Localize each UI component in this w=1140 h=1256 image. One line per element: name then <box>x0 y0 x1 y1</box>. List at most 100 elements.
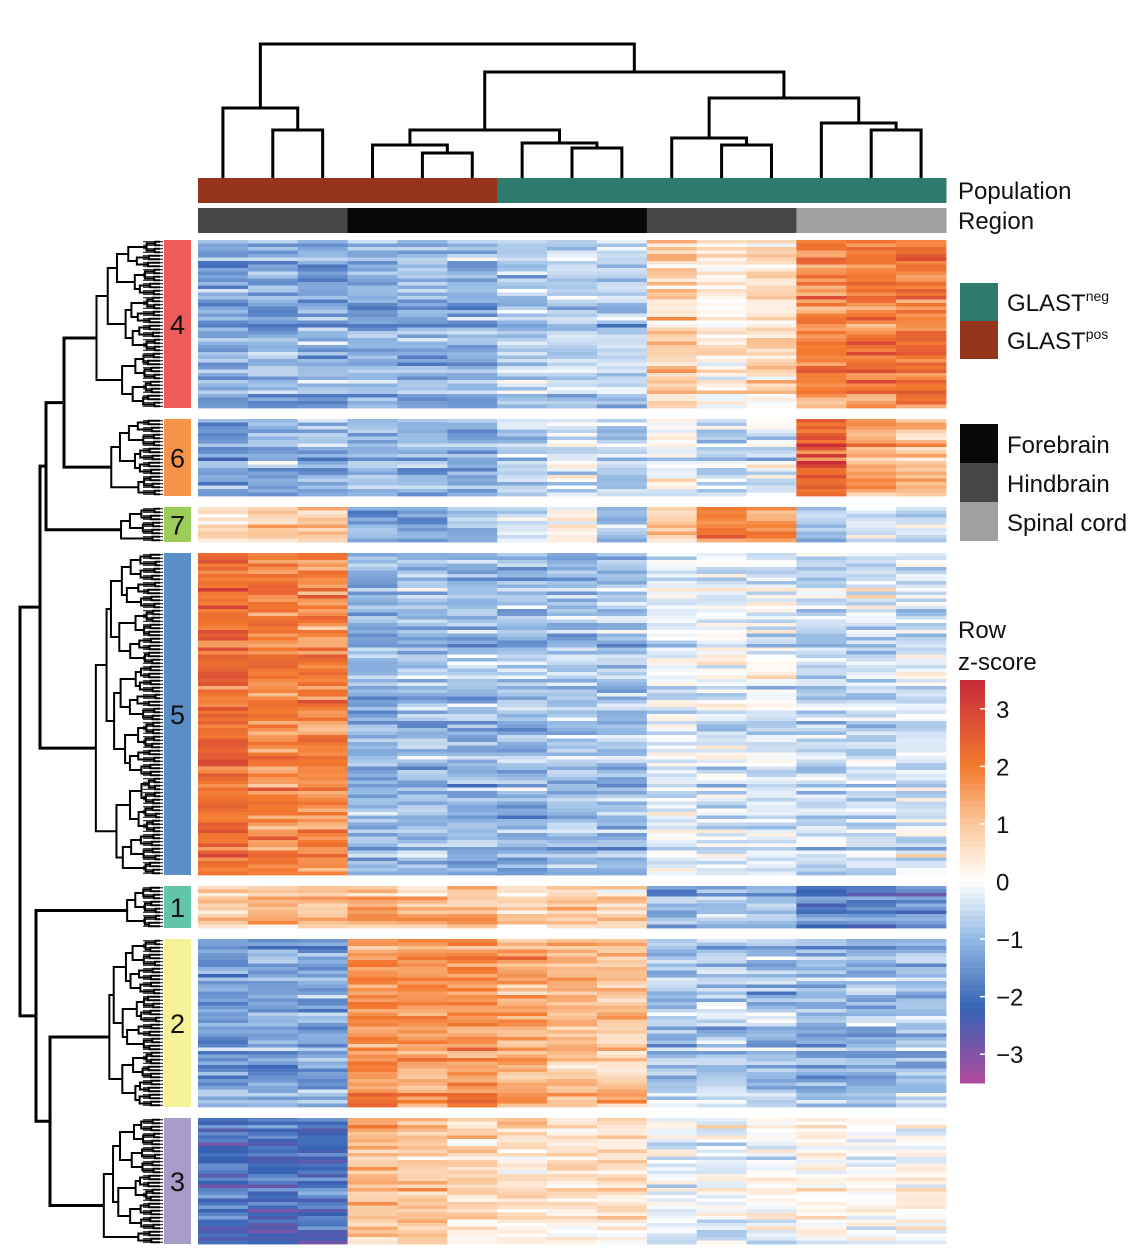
heatmap-cell <box>596 1075 648 1080</box>
heatmap-cell <box>397 896 448 901</box>
heatmap-cell <box>896 1153 947 1157</box>
heatmap-cell <box>347 1216 398 1220</box>
heatmap-cell <box>796 376 847 381</box>
heatmap-cell <box>297 724 348 729</box>
heatmap-cell <box>198 700 249 704</box>
heatmap-cell <box>547 306 598 311</box>
heatmap-cell <box>347 826 398 830</box>
heatmap-cell <box>347 1058 398 1062</box>
heatmap-cell <box>247 956 299 961</box>
heatmap-cell <box>447 963 498 968</box>
heatmap-cell <box>646 658 698 662</box>
heatmap-cell <box>297 759 348 764</box>
heatmap-cell <box>796 296 847 300</box>
heatmap-cell <box>447 967 498 971</box>
heatmap-cell <box>198 921 249 925</box>
heatmap-cell <box>746 1019 797 1024</box>
heatmap-cell <box>846 752 897 757</box>
heatmap-cell <box>896 588 947 592</box>
heatmap-cell <box>198 517 249 522</box>
heatmap-cell <box>547 1016 598 1020</box>
heatmap-cell <box>696 763 747 767</box>
heatmap-cell <box>297 429 348 434</box>
colorbar-step <box>960 846 985 854</box>
heatmap-cell <box>247 682 299 687</box>
heatmap-cell <box>397 1019 448 1024</box>
heatmap-cell <box>297 742 348 746</box>
heatmap-cell <box>746 348 797 353</box>
heatmap-cell <box>796 609 847 613</box>
heatmap-cell <box>547 254 598 258</box>
heatmap-cell <box>347 1139 398 1143</box>
heatmap-cell <box>646 953 698 957</box>
heatmap-cell <box>696 798 747 802</box>
heatmap-cell <box>347 953 398 957</box>
heatmap-cell <box>247 475 299 479</box>
heatmap-cell <box>596 254 648 258</box>
heatmap-cell <box>746 777 797 781</box>
heatmap-cell <box>397 689 448 694</box>
heatmap-cell <box>247 602 299 606</box>
heatmap-cell <box>497 700 548 704</box>
heatmap-cell <box>696 784 747 788</box>
heatmap-cell <box>497 563 548 568</box>
row-dendrogram-link <box>149 1195 160 1202</box>
heatmap-cell <box>646 538 698 543</box>
heatmap-cell <box>746 1026 797 1031</box>
heatmap-cell <box>198 489 249 493</box>
heatmap-cell <box>696 275 747 279</box>
heatmap-cell <box>497 327 548 332</box>
heatmap-cell <box>846 1012 897 1017</box>
heatmap-cell <box>247 717 299 722</box>
heatmap-cell <box>247 433 299 437</box>
heatmap-cell <box>746 394 797 398</box>
heatmap-cell <box>846 707 897 711</box>
heatmap-cell <box>846 404 897 409</box>
heatmap-cell <box>746 693 797 697</box>
heatmap-cell <box>347 1118 398 1122</box>
heatmap-cell <box>646 352 698 356</box>
heatmap-cell <box>347 988 398 992</box>
heatmap-cell <box>397 1093 448 1097</box>
heatmap-cell <box>646 443 698 448</box>
heatmap-cell <box>646 394 698 398</box>
heatmap-cell <box>497 390 548 395</box>
heatmap-cell <box>447 584 498 589</box>
cluster-label: 2 <box>170 1009 185 1039</box>
heatmap-cell <box>796 1156 847 1161</box>
heatmap-cell <box>397 763 448 767</box>
heatmap-cell <box>796 626 847 631</box>
heatmap-cell <box>198 1223 249 1227</box>
heatmap-cell <box>696 756 747 760</box>
heatmap-cell <box>746 521 797 525</box>
heatmap-cell <box>796 647 847 652</box>
heatmap-cell <box>696 833 747 837</box>
heatmap-cell <box>297 812 348 816</box>
column-dendrogram-link <box>420 151 474 178</box>
heatmap-cell <box>846 917 897 922</box>
heatmap-cell <box>646 285 698 290</box>
heatmap-cell <box>297 247 348 251</box>
heatmap-cell <box>447 292 498 297</box>
heatmap-cell <box>198 380 249 384</box>
heatmap-cell <box>596 373 648 377</box>
heatmap-cell <box>297 963 348 968</box>
heatmap-cell <box>247 320 299 325</box>
heatmap-cell <box>696 731 747 736</box>
heatmap-cell <box>198 383 249 388</box>
row-dendrogram-link <box>148 317 160 324</box>
heatmap-cell <box>596 759 648 764</box>
heatmap-cell <box>596 366 648 370</box>
heatmap-cell <box>896 1188 947 1192</box>
heatmap-cell <box>447 366 498 370</box>
heatmap-cell <box>547 247 598 251</box>
heatmap-cell <box>247 376 299 381</box>
heatmap-cell <box>198 1075 249 1080</box>
heatmap-cell <box>247 1009 299 1013</box>
heatmap-cell <box>846 640 897 645</box>
heatmap-cell <box>646 868 698 872</box>
heatmap-cell <box>547 366 598 370</box>
heatmap-cell <box>347 275 398 279</box>
heatmap-cell <box>646 397 698 402</box>
heatmap-cell <box>547 960 598 964</box>
